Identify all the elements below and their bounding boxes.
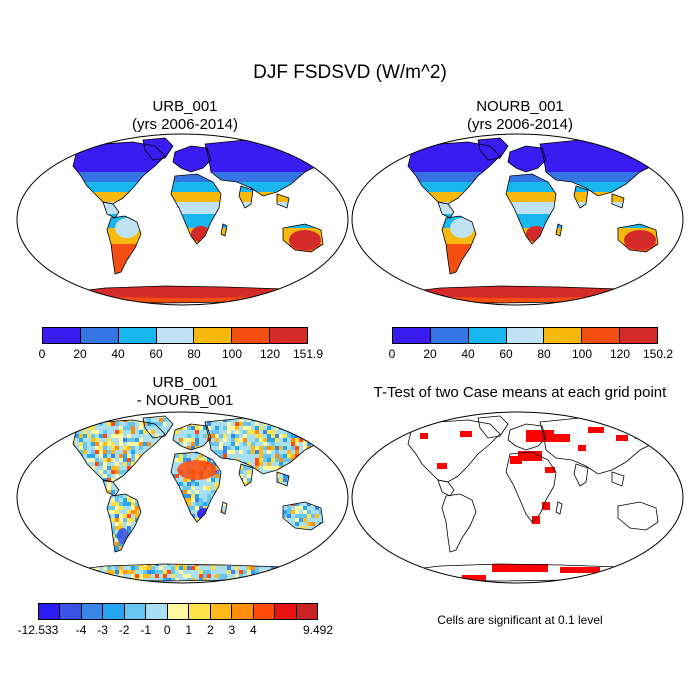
- colorbar-nourb-labels: 0 20 40 60 80 100 120 150.2: [388, 347, 673, 363]
- colorbar-label: 0: [38, 347, 46, 361]
- map-urb: [16, 133, 349, 306]
- colorbar-nourb: [392, 327, 658, 344]
- ttest-note: Cells are significant at 0.1 level: [437, 613, 603, 627]
- colorbar-label: 3: [228, 623, 236, 637]
- colorbar-label: 80: [537, 347, 551, 361]
- colorbar-label: 40: [461, 347, 475, 361]
- panel-ttest-title: T-Test of two Case means at each grid po…: [373, 384, 667, 401]
- colorbar-swatch: [275, 604, 297, 619]
- colorbar-swatch: [167, 604, 190, 619]
- colorbar-swatch: [393, 328, 431, 343]
- colorbar-swatch: [43, 328, 81, 343]
- colorbar-label: 40: [111, 347, 125, 361]
- colorbar-swatch: [156, 328, 195, 343]
- panel-diff-title: URB_001 - NOURB_001: [15, 374, 355, 410]
- map-nourb: [351, 133, 684, 306]
- colorbar-label: 151.9: [292, 347, 324, 361]
- colorbar-diff: [38, 603, 318, 620]
- panel-urb-title: URB_001 (yrs 2006-2014): [15, 98, 355, 134]
- panel-nourb-title-line2: (yrs 2006-2014): [467, 116, 573, 133]
- colorbar-swatch: [146, 604, 168, 619]
- colorbar-swatch: [194, 328, 233, 343]
- colorbar-label: 150.2: [642, 347, 674, 361]
- colorbar-swatch: [232, 328, 271, 343]
- map-ttest: [351, 411, 684, 584]
- colorbar-swatch: [270, 328, 308, 343]
- colorbar-label: -3: [97, 623, 108, 637]
- colorbar-swatch: [582, 328, 621, 343]
- colorbar-label: 100: [221, 347, 243, 361]
- colorbar-label: -2: [118, 623, 130, 637]
- colorbar-swatch: [124, 604, 147, 619]
- panel-diff-title-line1: URB_001: [152, 374, 218, 391]
- colorbar-label: 4: [250, 623, 257, 637]
- colorbar-swatch: [253, 604, 276, 619]
- colorbar-swatch: [81, 604, 104, 619]
- colorbar-label: 60: [149, 347, 163, 361]
- colorbar-diff-labels: -12.533 -4 -3 -2 -1 0 1 2 3 4 9.492: [18, 623, 333, 639]
- colorbar-swatch: [118, 328, 157, 343]
- colorbar-label: -1: [140, 623, 152, 637]
- colorbar-label: 120: [259, 347, 281, 361]
- colorbar-swatch: [296, 604, 318, 619]
- colorbar-swatch: [430, 328, 469, 343]
- colorbar-swatch: [210, 604, 233, 619]
- colorbar-urb: [42, 327, 308, 344]
- colorbar-urb-labels: 0 20 40 60 80 100 120 151.9: [38, 347, 323, 363]
- colorbar-label: 0: [388, 347, 396, 361]
- map-diff: [16, 411, 349, 584]
- panel-nourb-title-line1: NOURB_001: [476, 98, 564, 115]
- colorbar-label: 1: [185, 623, 193, 637]
- panel-urb-title-line2: (yrs 2006-2014): [132, 116, 238, 133]
- colorbar-swatch: [468, 328, 507, 343]
- colorbar-swatch: [60, 604, 82, 619]
- colorbar-swatch: [103, 604, 125, 619]
- colorbar-swatch: [544, 328, 583, 343]
- colorbar-swatch: [39, 604, 61, 619]
- colorbar-label: 20: [73, 347, 87, 361]
- panel-nourb-title: NOURB_001 (yrs 2006-2014): [350, 98, 690, 134]
- panel-urb-title-line1: URB_001: [152, 98, 218, 115]
- colorbar-label: 0: [163, 623, 171, 637]
- colorbar-label: 9.492: [302, 623, 334, 637]
- colorbar-label: 80: [187, 347, 201, 361]
- colorbar-swatch: [189, 604, 211, 619]
- colorbar-label: 60: [499, 347, 513, 361]
- panel-diff-title-line2: - NOURB_001: [136, 392, 234, 409]
- colorbar-label: -4: [75, 623, 87, 637]
- colorbar-swatch: [232, 604, 254, 619]
- colorbar-label: 2: [206, 623, 214, 637]
- colorbar-swatch: [80, 328, 119, 343]
- colorbar-swatch: [506, 328, 545, 343]
- colorbar-label: -12.533: [17, 623, 59, 637]
- main-title: DJF FSDSVD (W/m^2): [253, 62, 447, 83]
- colorbar-label: 20: [423, 347, 437, 361]
- colorbar-label: 100: [571, 347, 593, 361]
- colorbar-label: 120: [609, 347, 631, 361]
- colorbar-swatch: [620, 328, 658, 343]
